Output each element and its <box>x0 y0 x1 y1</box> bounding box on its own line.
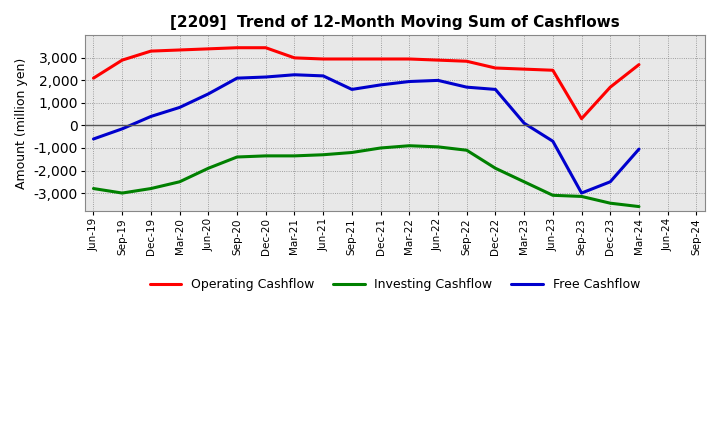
Investing Cashflow <box>634 204 643 209</box>
Investing Cashflow <box>405 143 413 148</box>
Free Cashflow <box>462 84 471 90</box>
Operating Cashflow <box>377 56 385 62</box>
Free Cashflow <box>233 76 241 81</box>
Free Cashflow <box>89 136 98 142</box>
Free Cashflow <box>577 191 586 196</box>
Investing Cashflow <box>233 154 241 160</box>
Free Cashflow <box>520 121 528 126</box>
Investing Cashflow <box>175 179 184 184</box>
Y-axis label: Amount (million yen): Amount (million yen) <box>15 58 28 189</box>
Operating Cashflow <box>606 84 615 90</box>
Investing Cashflow <box>118 191 127 196</box>
Title: [2209]  Trend of 12-Month Moving Sum of Cashflows: [2209] Trend of 12-Month Moving Sum of C… <box>170 15 620 30</box>
Operating Cashflow <box>520 66 528 72</box>
Investing Cashflow <box>377 145 385 150</box>
Operating Cashflow <box>147 48 156 54</box>
Free Cashflow <box>405 79 413 84</box>
Operating Cashflow <box>405 56 413 62</box>
Free Cashflow <box>606 179 615 184</box>
Investing Cashflow <box>606 201 615 206</box>
Free Cashflow <box>147 114 156 119</box>
Investing Cashflow <box>520 179 528 184</box>
Free Cashflow <box>175 105 184 110</box>
Investing Cashflow <box>147 186 156 191</box>
Investing Cashflow <box>348 150 356 155</box>
Free Cashflow <box>433 78 442 83</box>
Free Cashflow <box>118 126 127 132</box>
Investing Cashflow <box>204 165 212 171</box>
Investing Cashflow <box>433 144 442 150</box>
Investing Cashflow <box>491 165 500 171</box>
Free Cashflow <box>549 139 557 144</box>
Investing Cashflow <box>290 153 299 158</box>
Investing Cashflow <box>577 194 586 199</box>
Operating Cashflow <box>204 46 212 51</box>
Operating Cashflow <box>290 55 299 61</box>
Free Cashflow <box>261 74 270 80</box>
Operating Cashflow <box>261 45 270 50</box>
Free Cashflow <box>491 87 500 92</box>
Operating Cashflow <box>433 58 442 63</box>
Line: Operating Cashflow: Operating Cashflow <box>94 48 639 119</box>
Operating Cashflow <box>577 116 586 121</box>
Free Cashflow <box>204 91 212 96</box>
Operating Cashflow <box>175 48 184 53</box>
Free Cashflow <box>634 147 643 152</box>
Operating Cashflow <box>634 62 643 67</box>
Operating Cashflow <box>462 59 471 64</box>
Free Cashflow <box>348 87 356 92</box>
Operating Cashflow <box>348 56 356 62</box>
Free Cashflow <box>319 73 328 78</box>
Investing Cashflow <box>89 186 98 191</box>
Legend: Operating Cashflow, Investing Cashflow, Free Cashflow: Operating Cashflow, Investing Cashflow, … <box>145 273 645 296</box>
Investing Cashflow <box>261 153 270 158</box>
Line: Free Cashflow: Free Cashflow <box>94 75 639 193</box>
Operating Cashflow <box>118 58 127 63</box>
Line: Investing Cashflow: Investing Cashflow <box>94 146 639 206</box>
Investing Cashflow <box>462 147 471 153</box>
Free Cashflow <box>377 82 385 88</box>
Operating Cashflow <box>491 66 500 71</box>
Investing Cashflow <box>549 193 557 198</box>
Free Cashflow <box>290 72 299 77</box>
Operating Cashflow <box>233 45 241 50</box>
Operating Cashflow <box>319 56 328 62</box>
Investing Cashflow <box>319 152 328 158</box>
Operating Cashflow <box>549 68 557 73</box>
Operating Cashflow <box>89 76 98 81</box>
